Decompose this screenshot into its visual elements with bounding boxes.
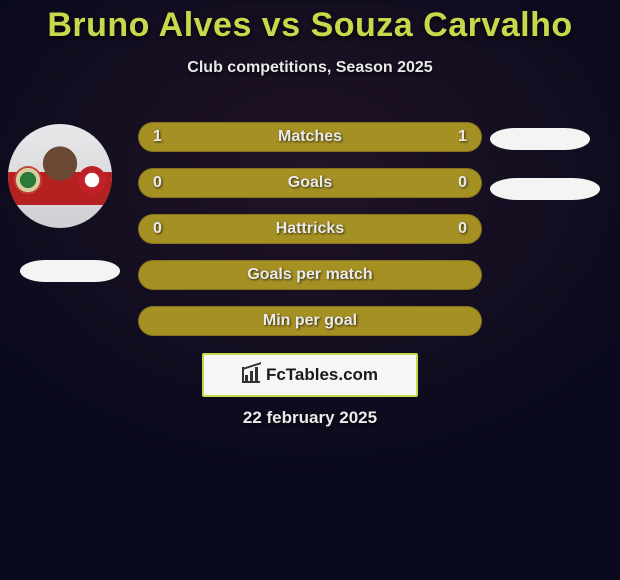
page-title: Bruno Alves vs Souza Carvalho xyxy=(0,0,620,45)
stat-row: Min per goal xyxy=(138,306,482,336)
stat-label: Goals xyxy=(139,174,481,192)
stat-right-value: 0 xyxy=(458,220,467,238)
stat-right-value: 1 xyxy=(458,128,467,146)
player-left-name-pill xyxy=(20,260,120,282)
stat-label: Min per goal xyxy=(139,312,481,330)
player-right-avatar-placeholder xyxy=(490,128,590,150)
player-right-name-pill xyxy=(490,178,600,200)
bar-chart-icon xyxy=(242,367,260,383)
logo-text: FcTables.com xyxy=(266,365,378,385)
comparison-card: Bruno Alves vs Souza Carvalho Club compe… xyxy=(0,0,620,580)
player-left-avatar xyxy=(8,124,112,228)
date-label: 22 february 2025 xyxy=(0,408,620,428)
stats-rows: 1Matches10Goals00Hattricks0Goals per mat… xyxy=(138,122,482,352)
stat-row: 0Hattricks0 xyxy=(138,214,482,244)
subtitle: Club competitions, Season 2025 xyxy=(0,59,620,77)
stat-label: Hattricks xyxy=(139,220,481,238)
stat-label: Goals per match xyxy=(139,266,481,284)
stat-label: Matches xyxy=(139,128,481,146)
stat-row: Goals per match xyxy=(138,260,482,290)
avatar-image xyxy=(8,124,112,228)
stat-left-value: 0 xyxy=(153,174,162,192)
fctables-logo[interactable]: FcTables.com xyxy=(202,353,418,397)
stat-row: 0Goals0 xyxy=(138,168,482,198)
stat-row: 1Matches1 xyxy=(138,122,482,152)
stat-left-value: 0 xyxy=(153,220,162,238)
stat-right-value: 0 xyxy=(458,174,467,192)
stat-left-value: 1 xyxy=(153,128,162,146)
